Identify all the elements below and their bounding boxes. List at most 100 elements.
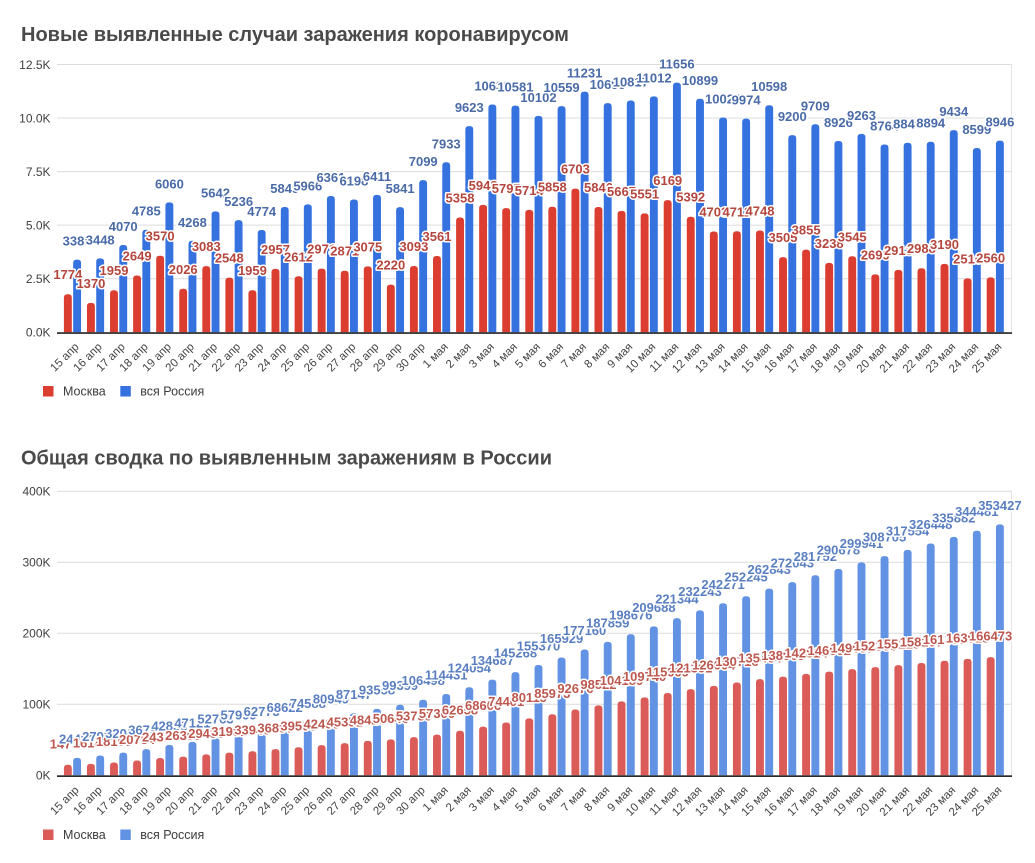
svg-text:33940: 33940 [234,723,270,738]
svg-text:149607: 149607 [831,641,874,656]
svg-text:Общая сводка по выявленным зар: Общая сводка по выявленным заражениям в … [21,448,552,470]
svg-text:187859: 187859 [586,615,629,630]
svg-text:10817: 10817 [613,75,649,90]
svg-text:11656: 11656 [659,57,694,72]
svg-text:10899: 10899 [682,73,718,88]
svg-text:5.0K: 5.0K [26,218,51,232]
svg-text:48426: 48426 [350,712,386,727]
svg-text:8599: 8599 [962,122,991,137]
svg-text:10633: 10633 [474,79,510,94]
svg-text:1774: 1774 [53,267,83,282]
svg-text:1959: 1959 [100,263,129,278]
svg-text:39509: 39509 [280,719,316,734]
svg-text:36897: 36897 [257,721,293,736]
svg-text:52763: 52763 [197,711,233,726]
svg-text:8894: 8894 [916,116,946,131]
svg-text:290678: 290678 [817,542,860,557]
svg-text:9434: 9434 [939,104,969,119]
svg-text:45351: 45351 [327,715,363,730]
svg-text:2612: 2612 [284,249,313,264]
svg-text:166473: 166473 [969,629,1012,644]
svg-text:3561: 3561 [423,229,452,244]
svg-text:24490: 24490 [59,731,95,746]
svg-text:300K: 300K [22,556,50,570]
svg-text:232243: 232243 [678,584,721,599]
svg-text:10028: 10028 [705,91,741,106]
svg-text:134687: 134687 [471,653,514,668]
svg-text:16146: 16146 [73,735,109,750]
svg-text:6703: 6703 [561,162,590,177]
svg-text:3083: 3083 [192,239,221,254]
svg-text:4748: 4748 [746,204,775,219]
svg-text:3545: 3545 [838,229,867,244]
svg-text:400K: 400K [22,485,50,499]
svg-text:10699: 10699 [590,77,626,92]
svg-text:100K: 100K [22,698,50,712]
svg-text:80115: 80115 [511,690,546,705]
svg-text:74588: 74588 [290,696,326,711]
svg-text:Москва: Москва [63,385,106,399]
svg-text:4712: 4712 [722,204,751,219]
svg-text:5795: 5795 [492,181,521,196]
svg-text:0K: 0K [36,769,51,783]
svg-text:115909: 115909 [646,665,689,680]
svg-text:4785: 4785 [132,204,161,219]
svg-text:6198: 6198 [339,174,368,189]
svg-text:12.5K: 12.5K [19,58,50,72]
svg-text:14776: 14776 [50,736,86,751]
svg-text:5858: 5858 [538,180,567,195]
svg-text:142824: 142824 [784,645,828,660]
svg-text:7099: 7099 [409,154,438,169]
svg-text:2.5K: 2.5K [26,272,51,286]
svg-text:272043: 272043 [771,556,814,571]
svg-text:2516: 2516 [953,251,982,266]
svg-text:109740: 109740 [623,669,666,684]
svg-text:47121: 47121 [174,715,210,730]
svg-text:32008: 32008 [105,726,141,741]
svg-text:3190: 3190 [930,237,959,252]
svg-text:5841: 5841 [386,181,415,196]
svg-text:8926: 8926 [824,115,853,130]
svg-text:4070: 4070 [109,219,138,234]
svg-text:26350: 26350 [165,728,201,743]
svg-text:92676: 92676 [557,681,593,696]
svg-text:9974: 9974 [732,93,762,108]
svg-text:18105: 18105 [96,734,132,749]
svg-text:5667: 5667 [607,184,636,199]
svg-text:200K: 200K [22,627,50,641]
svg-text:3505: 3505 [769,230,798,245]
svg-text:9263: 9263 [847,108,876,123]
svg-text:299941: 299941 [840,536,883,551]
svg-text:62658: 62658 [442,702,478,717]
svg-text:10.0K: 10.0K [19,111,50,125]
svg-text:вся Россия: вся Россия [140,828,204,842]
svg-text:335882: 335882 [932,510,975,525]
svg-text:242271: 242271 [701,577,744,592]
svg-text:9200: 9200 [778,109,807,124]
svg-text:5358: 5358 [446,191,475,206]
svg-text:93558: 93558 [359,682,395,697]
svg-text:326448: 326448 [909,517,952,532]
svg-text:262843: 262843 [748,562,791,577]
svg-text:8764: 8764 [870,119,900,134]
svg-text:9709: 9709 [801,98,830,113]
svg-text:344481: 344481 [955,504,998,519]
svg-text:6411: 6411 [363,169,391,184]
svg-text:2871: 2871 [330,244,359,259]
svg-text:24324: 24324 [142,730,179,745]
svg-text:252245: 252245 [724,570,767,585]
svg-text:4703: 4703 [699,205,728,220]
svg-text:3570: 3570 [146,229,175,244]
svg-text:2026: 2026 [169,262,198,277]
svg-text:53739: 53739 [396,709,432,724]
svg-text:вся Россия: вся Россия [140,385,204,399]
svg-text:152306: 152306 [854,639,897,654]
svg-text:42853: 42853 [151,718,187,733]
svg-text:155219: 155219 [877,637,920,652]
svg-text:27938: 27938 [82,729,118,744]
svg-text:85973: 85973 [534,686,570,701]
svg-text:126004: 126004 [692,657,736,672]
svg-text:29433: 29433 [188,726,224,741]
svg-text:221344: 221344 [655,592,699,607]
svg-text:8849: 8849 [893,117,922,132]
